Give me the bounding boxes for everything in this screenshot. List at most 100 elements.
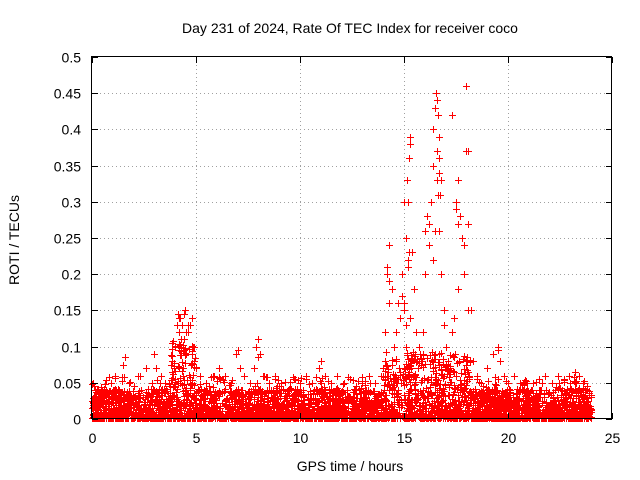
data-point <box>427 384 434 391</box>
data-point <box>442 393 449 400</box>
data-point <box>452 386 459 393</box>
data-point <box>424 355 431 362</box>
data-point <box>458 370 465 377</box>
data-point <box>389 357 396 364</box>
data-point <box>440 356 447 363</box>
data-point <box>438 367 445 374</box>
data-point <box>451 354 458 361</box>
data-point <box>490 411 497 418</box>
data-point <box>229 377 236 384</box>
data-point <box>461 397 468 404</box>
data-point <box>180 365 187 372</box>
data-point <box>224 395 231 402</box>
data-point <box>374 397 381 404</box>
data-point <box>235 396 242 403</box>
data-point <box>348 408 355 415</box>
data-point <box>466 373 473 380</box>
data-point <box>493 382 500 389</box>
data-point <box>442 382 449 389</box>
data-point <box>97 404 104 411</box>
data-point <box>236 392 243 399</box>
data-point <box>422 399 429 406</box>
data-point <box>458 381 465 388</box>
data-point <box>583 395 590 402</box>
data-point <box>286 392 293 399</box>
data-point <box>374 409 381 416</box>
data-point <box>411 405 418 412</box>
data-point <box>310 391 317 398</box>
data-point <box>464 367 471 374</box>
data-point <box>383 362 390 369</box>
data-point <box>425 376 432 383</box>
data-point <box>301 394 308 401</box>
data-point <box>391 406 398 413</box>
data-point <box>420 351 427 358</box>
data-point <box>383 397 390 404</box>
data-point <box>176 364 183 371</box>
data-point <box>401 392 408 399</box>
data-point <box>553 384 560 391</box>
data-point <box>127 392 134 399</box>
data-point <box>425 388 432 395</box>
data-point <box>184 377 191 384</box>
data-point <box>359 374 366 381</box>
data-point <box>356 386 363 393</box>
data-point <box>446 384 453 391</box>
data-point <box>154 377 161 384</box>
data-point <box>395 401 402 408</box>
data-point <box>448 379 455 386</box>
data-point <box>158 387 165 394</box>
data-point <box>382 358 389 365</box>
data-point <box>106 374 113 381</box>
data-point <box>461 366 468 373</box>
data-point <box>306 381 313 388</box>
data-point <box>255 394 262 401</box>
data-point <box>175 380 182 387</box>
data-point <box>318 380 325 387</box>
data-point <box>440 397 447 404</box>
data-point <box>242 400 249 407</box>
data-point <box>264 374 271 381</box>
data-point <box>355 378 362 385</box>
data-point <box>173 389 180 396</box>
data-point <box>451 369 458 376</box>
data-point <box>110 395 117 402</box>
data-point <box>411 382 418 389</box>
data-point <box>387 375 394 382</box>
data-point <box>467 400 474 407</box>
data-point <box>174 386 181 393</box>
data-point <box>169 340 176 347</box>
data-point <box>398 404 405 411</box>
data-point <box>445 392 452 399</box>
data-point <box>446 374 453 381</box>
data-point <box>182 360 189 367</box>
data-point <box>451 389 458 396</box>
data-point <box>463 357 470 364</box>
data-point <box>311 388 318 395</box>
data-point <box>340 381 347 388</box>
data-point <box>127 379 134 386</box>
data-point <box>475 404 482 411</box>
data-point <box>344 387 351 394</box>
data-point <box>173 398 180 405</box>
data-point <box>183 385 190 392</box>
data-point <box>210 384 217 391</box>
data-point <box>313 374 320 381</box>
data-point <box>428 379 435 386</box>
data-point <box>541 394 548 401</box>
data-point <box>179 359 186 366</box>
data-point <box>121 374 128 381</box>
data-point <box>464 358 471 365</box>
data-point <box>154 390 161 397</box>
data-point <box>182 352 189 359</box>
data-point <box>388 401 395 408</box>
data-point <box>175 363 182 370</box>
data-point <box>152 396 159 403</box>
data-point <box>566 373 573 380</box>
grid-lines <box>92 57 612 419</box>
data-point <box>533 379 540 386</box>
data-point <box>307 400 314 407</box>
data-point <box>275 377 282 384</box>
data-point <box>254 398 261 405</box>
